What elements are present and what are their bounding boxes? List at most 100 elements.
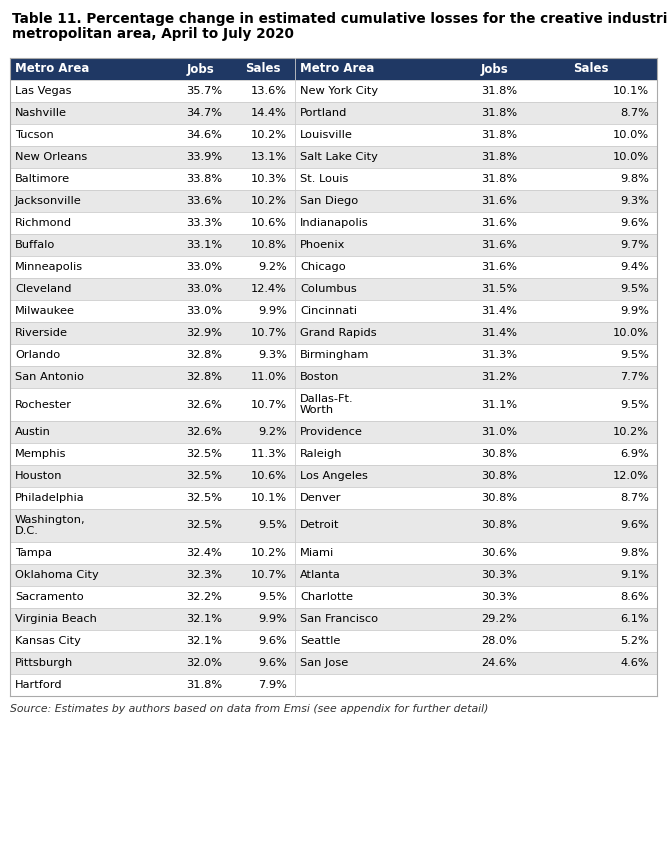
Text: 32.1%: 32.1% <box>186 614 222 624</box>
Bar <box>10 102 657 124</box>
Text: 6.9%: 6.9% <box>620 449 649 459</box>
Text: 32.8%: 32.8% <box>186 350 222 360</box>
Text: 31.6%: 31.6% <box>481 218 517 228</box>
Text: Sacramento: Sacramento <box>15 592 84 602</box>
Text: 31.8%: 31.8% <box>481 86 517 96</box>
Text: 10.2%: 10.2% <box>251 130 287 140</box>
Text: 29.2%: 29.2% <box>481 614 517 624</box>
Text: Milwaukee: Milwaukee <box>15 306 75 316</box>
Text: 7.9%: 7.9% <box>258 680 287 690</box>
Text: 31.2%: 31.2% <box>481 372 517 382</box>
Text: Washington,
D.C.: Washington, D.C. <box>15 515 85 536</box>
Text: San Antonio: San Antonio <box>15 372 84 382</box>
Text: 32.3%: 32.3% <box>186 570 222 580</box>
Text: 30.8%: 30.8% <box>481 521 517 531</box>
Text: Miami: Miami <box>300 548 334 558</box>
Text: 31.6%: 31.6% <box>481 240 517 250</box>
Text: 34.6%: 34.6% <box>186 130 222 140</box>
Bar <box>10 366 657 388</box>
Bar <box>10 278 657 300</box>
Text: 30.3%: 30.3% <box>481 570 517 580</box>
Text: 14.4%: 14.4% <box>251 108 287 118</box>
Text: 13.1%: 13.1% <box>251 152 287 162</box>
Text: 9.6%: 9.6% <box>620 521 649 531</box>
Text: 10.1%: 10.1% <box>613 86 649 96</box>
Bar <box>10 674 657 696</box>
Text: 10.0%: 10.0% <box>613 130 649 140</box>
Text: Las Vegas: Las Vegas <box>15 86 71 96</box>
Bar <box>10 608 657 630</box>
Bar <box>10 652 657 674</box>
Text: 32.0%: 32.0% <box>186 658 222 668</box>
Bar <box>10 190 657 212</box>
Text: Salt Lake City: Salt Lake City <box>300 152 378 162</box>
Text: Buffalo: Buffalo <box>15 240 55 250</box>
Text: 31.8%: 31.8% <box>481 108 517 118</box>
Text: Birmingham: Birmingham <box>300 350 370 360</box>
Text: 32.2%: 32.2% <box>186 592 222 602</box>
Text: 33.0%: 33.0% <box>186 284 222 294</box>
Text: 10.6%: 10.6% <box>251 218 287 228</box>
Text: Pittsburgh: Pittsburgh <box>15 658 73 668</box>
Text: 11.3%: 11.3% <box>251 449 287 459</box>
Text: 9.9%: 9.9% <box>258 614 287 624</box>
Text: 33.1%: 33.1% <box>186 240 222 250</box>
Text: Nashville: Nashville <box>15 108 67 118</box>
Text: 6.1%: 6.1% <box>620 614 649 624</box>
Text: 8.7%: 8.7% <box>620 493 649 503</box>
Text: Riverside: Riverside <box>15 328 68 338</box>
Bar <box>10 234 657 256</box>
Text: 9.6%: 9.6% <box>258 658 287 668</box>
Text: Cincinnati: Cincinnati <box>300 306 357 316</box>
Bar <box>10 168 657 190</box>
Bar <box>10 322 657 344</box>
Bar <box>10 630 657 652</box>
Text: Denver: Denver <box>300 493 342 503</box>
Text: 10.2%: 10.2% <box>613 427 649 437</box>
Text: Providence: Providence <box>300 427 363 437</box>
Text: 9.1%: 9.1% <box>620 570 649 580</box>
Text: Sales: Sales <box>245 62 280 75</box>
Text: 10.0%: 10.0% <box>613 152 649 162</box>
Text: 10.0%: 10.0% <box>613 328 649 338</box>
Text: 9.3%: 9.3% <box>620 196 649 206</box>
Text: 9.5%: 9.5% <box>620 399 649 409</box>
Text: Memphis: Memphis <box>15 449 67 459</box>
Text: 9.3%: 9.3% <box>258 350 287 360</box>
Text: Sales: Sales <box>573 62 609 75</box>
Text: 34.7%: 34.7% <box>186 108 222 118</box>
Text: 9.6%: 9.6% <box>620 218 649 228</box>
Text: Philadelphia: Philadelphia <box>15 493 85 503</box>
Text: 10.7%: 10.7% <box>251 399 287 409</box>
Text: Seattle: Seattle <box>300 636 340 646</box>
Text: New York City: New York City <box>300 86 378 96</box>
Text: 33.8%: 33.8% <box>186 174 222 184</box>
Bar <box>10 344 657 366</box>
Text: 12.4%: 12.4% <box>251 284 287 294</box>
Text: 24.6%: 24.6% <box>482 658 517 668</box>
Text: 31.0%: 31.0% <box>481 427 517 437</box>
Text: 32.5%: 32.5% <box>186 493 222 503</box>
Text: 9.9%: 9.9% <box>258 306 287 316</box>
Text: 28.0%: 28.0% <box>481 636 517 646</box>
Bar <box>10 256 657 278</box>
Text: Los Angeles: Los Angeles <box>300 471 368 481</box>
Text: 9.5%: 9.5% <box>258 521 287 531</box>
Text: 8.6%: 8.6% <box>620 592 649 602</box>
Text: Portland: Portland <box>300 108 348 118</box>
Text: 10.7%: 10.7% <box>251 570 287 580</box>
Text: 31.3%: 31.3% <box>481 350 517 360</box>
Text: Orlando: Orlando <box>15 350 60 360</box>
Text: San Jose: San Jose <box>300 658 348 668</box>
Text: 32.5%: 32.5% <box>186 521 222 531</box>
Text: 9.9%: 9.9% <box>620 306 649 316</box>
Text: Dallas-Ft.
Worth: Dallas-Ft. Worth <box>300 393 354 415</box>
Text: Columbus: Columbus <box>300 284 357 294</box>
Text: 32.8%: 32.8% <box>186 372 222 382</box>
Text: 9.6%: 9.6% <box>258 636 287 646</box>
Bar <box>10 443 657 465</box>
Bar <box>10 80 657 102</box>
Text: 9.5%: 9.5% <box>620 350 649 360</box>
Text: Minneapolis: Minneapolis <box>15 262 83 272</box>
Bar <box>10 300 657 322</box>
